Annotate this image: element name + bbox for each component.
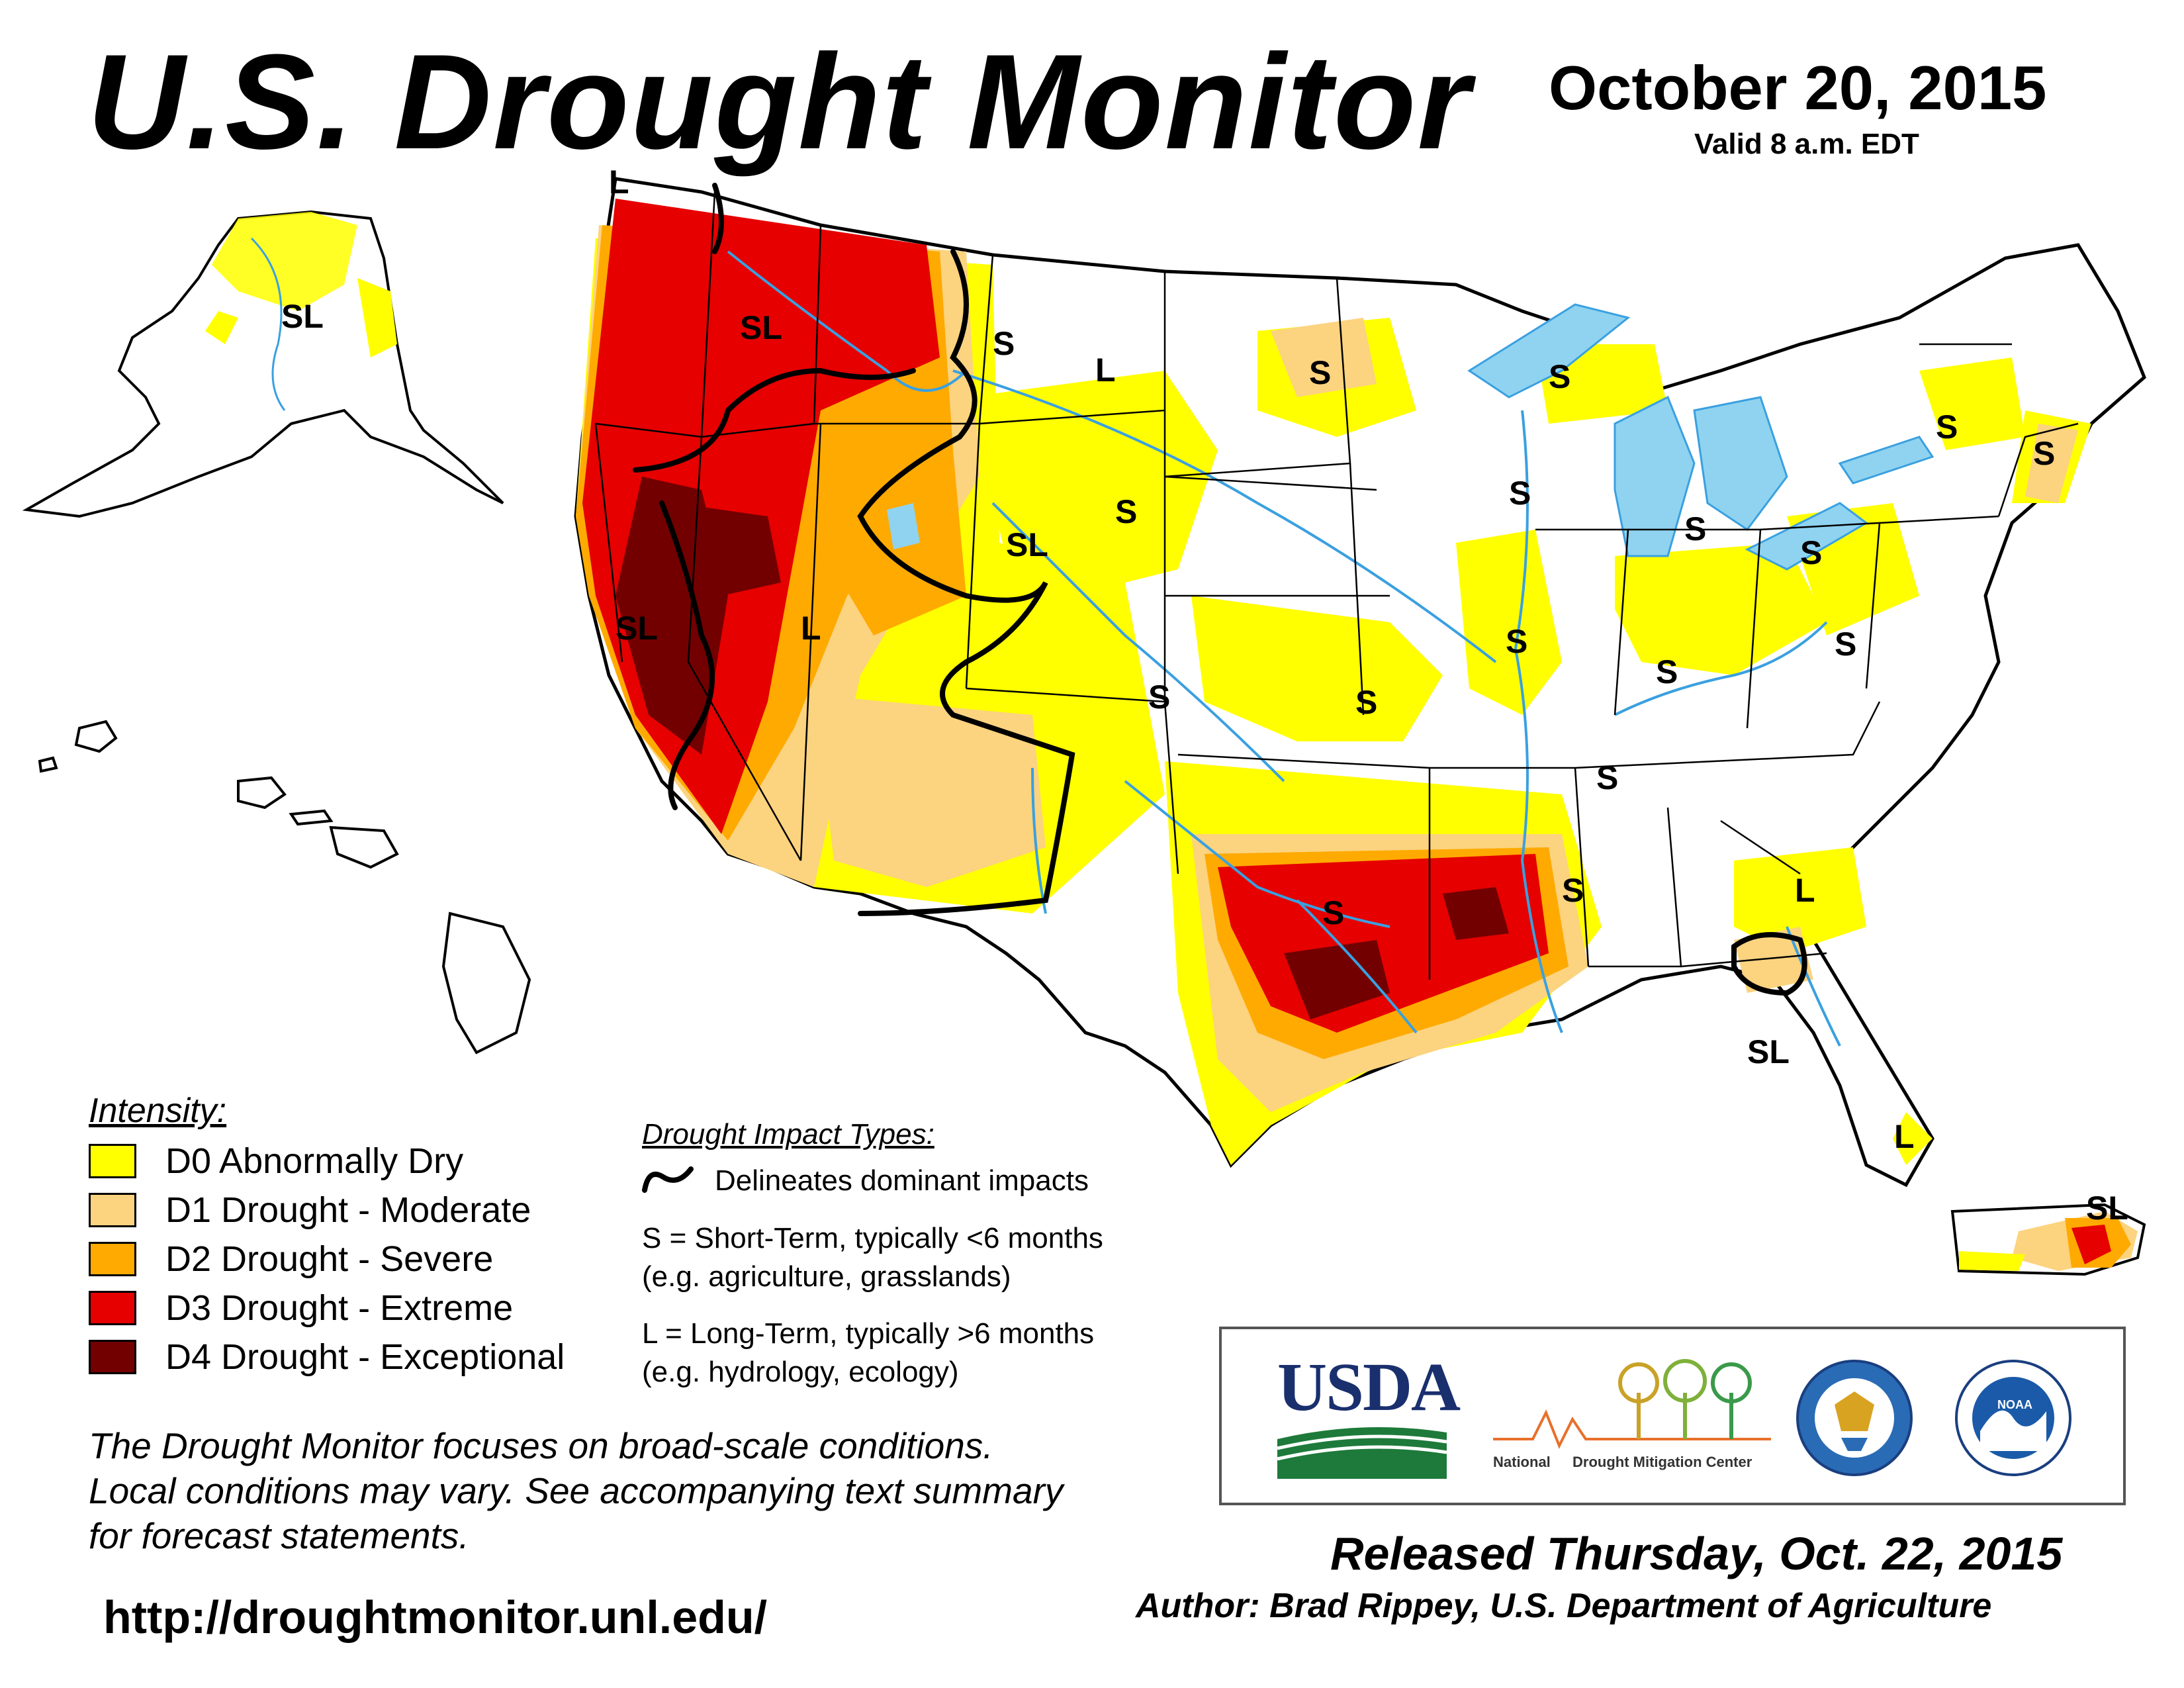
map-date: October 20, 2015 (1549, 53, 2047, 122)
long-term-line1: L = Long-Term, typically >6 months (642, 1317, 1095, 1350)
impact-label: L (801, 610, 821, 647)
disclaimer-line: The Drought Monitor focuses on broad-sca… (89, 1425, 993, 1466)
legend-label: D3 Drought - Extreme (165, 1288, 514, 1328)
legend-swatch (89, 1242, 136, 1276)
impact-label: S (1596, 759, 1618, 796)
impact-label: SL (1006, 526, 1048, 563)
impact-label: S (1562, 872, 1584, 909)
impact-label: S (1309, 354, 1331, 391)
impact-line-description: Delineates dominant impacts (715, 1164, 1089, 1197)
usda-logo: USDA (1277, 1349, 1461, 1479)
impact-label: S (1936, 408, 1958, 445)
legend-item-d2: D2 Drought - Severe (89, 1239, 493, 1279)
impact-label: L (1095, 352, 1116, 389)
legend-label: D2 Drought - Severe (165, 1239, 494, 1279)
short-term-line1: S = Short-Term, typically <6 months (642, 1222, 1103, 1254)
impact-label: SL (2086, 1190, 2128, 1227)
impact-label: S (1115, 493, 1137, 530)
release-date: Released Thursday, Oct. 22, 2015 (1330, 1528, 2063, 1579)
ndmc-word2: Drought Mitigation Center (1572, 1454, 1752, 1470)
impact-label: SL (1747, 1033, 1790, 1070)
impact-label: S (1800, 534, 1822, 571)
author: Author: Brad Rippey, U.S. Department of … (1136, 1587, 1992, 1625)
legend-heading: Intensity: (89, 1092, 227, 1130)
ndmc-trees-icon (1493, 1359, 1771, 1449)
legend-item-d3: D3 Drought - Extreme (89, 1288, 513, 1328)
noaa-logo: NOAA (1954, 1358, 2073, 1477)
legend-label: D0 Abnormally Dry (165, 1141, 464, 1181)
legend-label: D1 Drought - Moderate (165, 1190, 531, 1230)
noaa-emblem-icon (1955, 1360, 2071, 1476)
impact-label: SL (281, 298, 324, 335)
page-title: U.S. Drought Monitor (87, 26, 1471, 177)
impact-label: SL (615, 610, 658, 647)
disclaimer-line: Local conditions may vary. See accompany… (89, 1470, 1064, 1511)
partner-logos: USDA National Drought Mitigation Center (1219, 1327, 2126, 1505)
legend-swatch (89, 1340, 136, 1374)
impact-label: S (1549, 358, 1570, 395)
hawaii-map (38, 720, 531, 1055)
impact-label: S (1835, 626, 1856, 663)
legend-item-d1: D1 Drought - Moderate (89, 1190, 531, 1230)
legend-item-d4: D4 Drought - Exceptional (89, 1337, 565, 1377)
impact-label: SL (740, 309, 782, 346)
impact-types-heading: Drought Impact Types: (642, 1118, 934, 1150)
impact-label: S (993, 325, 1015, 362)
impact-label: S (1684, 510, 1706, 547)
disclaimer-line: for forecast statements. (89, 1515, 469, 1556)
long-term-line2: (e.g. hydrology, ecology) (642, 1356, 959, 1388)
impact-label: S (1148, 679, 1170, 716)
conus-map (574, 177, 2146, 1188)
impact-label: L (1795, 872, 1815, 909)
puerto-rico-map (1950, 1203, 2146, 1276)
noaa-label: NOAA (1997, 1398, 2032, 1411)
valid-time: Valid 8 a.m. EDT (1694, 128, 1919, 160)
commerce-seal-icon (1796, 1360, 1913, 1476)
impact-label: S (1322, 894, 1344, 931)
impact-label: L (1894, 1118, 1915, 1155)
legend-label: D4 Drought - Exceptional (165, 1337, 565, 1377)
short-term-line2: (e.g. agriculture, grasslands) (642, 1260, 1011, 1293)
legend-item-d0: D0 Abnormally Dry (89, 1141, 463, 1181)
impact-label: S (1506, 623, 1527, 660)
impact-line-icon (642, 1166, 694, 1193)
website-link[interactable]: http://droughtmonitor.unl.edu/ (103, 1591, 768, 1643)
impact-label: S (1355, 684, 1377, 721)
usda-wordmark: USDA (1277, 1349, 1461, 1425)
alaska-map (22, 210, 504, 518)
disclaimer: The Drought Monitor focuses on broad-sca… (89, 1423, 1063, 1558)
legend-swatch (89, 1144, 136, 1178)
impact-labels: L SL SL S L S S S SL S SL L S S S S S S … (281, 164, 2128, 1227)
impact-label: S (1509, 475, 1531, 512)
impact-label: S (1656, 653, 1678, 690)
ndmc-logo: National Drought Mitigation Center (1493, 1353, 1771, 1492)
legend-swatch (89, 1193, 136, 1227)
impact-label: S (2033, 435, 2055, 472)
ndmc-word1: National (1493, 1454, 1551, 1470)
usda-field-icon (1277, 1427, 1447, 1479)
impact-label: L (609, 164, 629, 201)
legend-swatch (89, 1291, 136, 1325)
